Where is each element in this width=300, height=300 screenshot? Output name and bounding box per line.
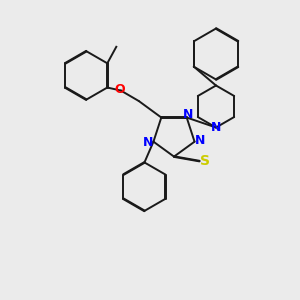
Text: N: N <box>195 134 205 147</box>
Text: N: N <box>183 108 194 121</box>
Text: O: O <box>114 82 124 95</box>
Text: S: S <box>200 154 210 168</box>
Text: N: N <box>211 121 221 134</box>
Text: N: N <box>143 136 153 149</box>
